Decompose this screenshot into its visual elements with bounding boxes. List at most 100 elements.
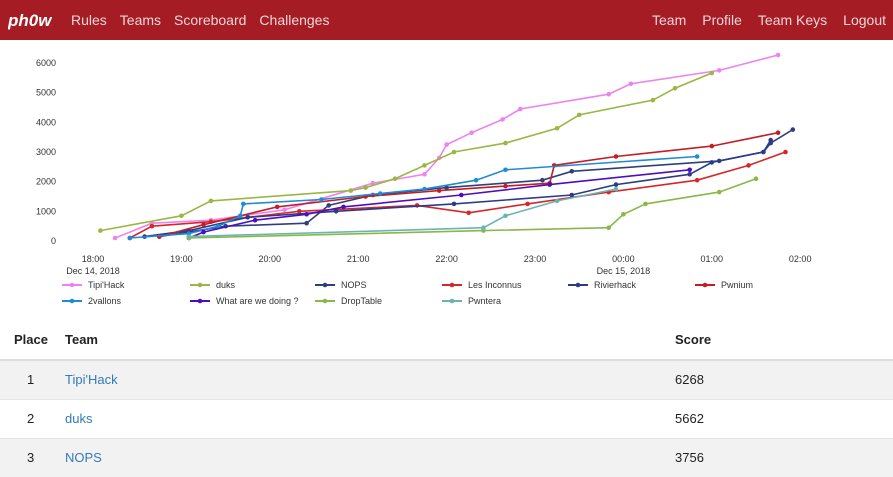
data-point[interactable]	[238, 213, 243, 219]
data-point[interactable]	[451, 201, 457, 207]
brand-logo[interactable]: ph0wn	[8, 9, 52, 31]
data-point[interactable]	[503, 140, 508, 146]
data-point[interactable]	[576, 112, 582, 118]
legend-item[interactable]: DropTable	[315, 296, 382, 306]
data-point[interactable]	[98, 228, 103, 233]
data-point[interactable]	[333, 209, 339, 214]
data-point[interactable]	[297, 209, 302, 214]
data-point[interactable]	[112, 235, 118, 241]
data-point[interactable]	[783, 149, 788, 155]
data-point[interactable]	[716, 189, 722, 195]
data-point[interactable]	[245, 215, 250, 220]
data-point[interactable]	[319, 197, 324, 202]
data-point[interactable]	[503, 183, 508, 189]
data-point[interactable]	[518, 106, 523, 112]
data-point[interactable]	[716, 68, 722, 73]
data-point[interactable]	[753, 176, 759, 181]
data-point[interactable]	[469, 130, 474, 135]
data-point[interactable]	[422, 163, 427, 168]
data-point[interactable]	[775, 52, 781, 58]
nav-team[interactable]: Team	[652, 12, 687, 28]
data-point[interactable]	[547, 182, 552, 187]
data-point[interactable]	[643, 201, 648, 207]
legend-item[interactable]: Les Inconnus	[442, 280, 522, 290]
legend-item[interactable]: duks	[190, 280, 236, 290]
data-point[interactable]	[554, 126, 560, 131]
data-point[interactable]	[650, 97, 656, 103]
data-point[interactable]	[628, 81, 634, 87]
data-point[interactable]	[282, 207, 287, 213]
data-point[interactable]	[709, 160, 715, 165]
data-point[interactable]	[444, 185, 449, 190]
data-point[interactable]	[422, 186, 427, 192]
data-point[interactable]	[363, 185, 368, 190]
legend-item[interactable]: What are we doing ?	[190, 296, 299, 306]
data-point[interactable]	[444, 142, 449, 147]
legend-item[interactable]: Tipi'Hack	[62, 280, 125, 290]
data-point[interactable]	[378, 191, 383, 196]
data-point[interactable]	[694, 154, 700, 159]
data-point[interactable]	[326, 203, 332, 208]
nav-teams[interactable]: Teams	[119, 12, 162, 28]
data-point[interactable]	[687, 172, 692, 177]
legend-item[interactable]: Pwntera	[442, 296, 501, 306]
data-point[interactable]	[525, 201, 530, 207]
data-point[interactable]	[473, 177, 479, 183]
data-point[interactable]	[201, 229, 206, 235]
data-point[interactable]	[503, 167, 508, 173]
data-point[interactable]	[790, 127, 796, 132]
nav-scoreboard[interactable]: Scoreboard	[174, 12, 247, 28]
data-point[interactable]	[186, 234, 192, 239]
legend-item[interactable]: Pwnium	[695, 280, 753, 290]
data-point[interactable]	[466, 210, 472, 216]
data-point[interactable]	[500, 117, 505, 122]
data-point[interactable]	[621, 212, 626, 217]
data-point[interactable]	[348, 188, 354, 193]
data-point[interactable]	[709, 143, 715, 149]
legend-item[interactable]: 2vallons	[62, 296, 122, 306]
data-point[interactable]	[341, 204, 346, 210]
data-point[interactable]	[422, 172, 427, 177]
data-point[interactable]	[208, 198, 214, 204]
data-point[interactable]	[775, 130, 781, 135]
legend-item[interactable]: Rivierhack	[568, 280, 637, 290]
data-point[interactable]	[761, 149, 766, 155]
nav-profile[interactable]: Profile	[702, 12, 742, 28]
data-point[interactable]	[436, 188, 442, 193]
row-team-link[interactable]: NOPS	[65, 450, 102, 466]
data-point[interactable]	[392, 176, 398, 181]
row-team-link[interactable]: Tipi'Hack	[65, 372, 118, 388]
data-point[interactable]	[613, 186, 619, 192]
data-point[interactable]	[304, 220, 309, 226]
data-point[interactable]	[304, 212, 309, 217]
data-point[interactable]	[179, 213, 184, 219]
data-point[interactable]	[503, 213, 508, 219]
data-point[interactable]	[606, 225, 611, 230]
data-point[interactable]	[481, 225, 486, 230]
nav-rules[interactable]: Rules	[71, 12, 107, 28]
data-point[interactable]	[694, 177, 700, 183]
data-point[interactable]	[451, 149, 457, 155]
data-point[interactable]	[241, 201, 246, 207]
data-point[interactable]	[569, 169, 575, 174]
nav-challenges[interactable]: Challenges	[259, 12, 330, 28]
nav-logout[interactable]: Logout	[843, 12, 886, 28]
data-point[interactable]	[613, 182, 619, 187]
data-point[interactable]	[746, 163, 751, 168]
data-point[interactable]	[215, 223, 221, 229]
data-point[interactable]	[149, 223, 155, 229]
data-point[interactable]	[201, 222, 206, 227]
data-point[interactable]	[459, 192, 464, 198]
row-team-link[interactable]: duks	[65, 411, 93, 426]
data-point[interactable]	[127, 235, 133, 241]
data-point[interactable]	[687, 167, 692, 173]
data-point[interactable]	[540, 177, 545, 183]
data-point[interactable]	[606, 91, 611, 97]
data-point[interactable]	[672, 85, 678, 91]
data-point[interactable]	[613, 154, 619, 159]
data-point[interactable]	[554, 198, 560, 204]
data-point[interactable]	[768, 137, 773, 143]
legend-item[interactable]: NOPS	[315, 280, 367, 290]
data-point[interactable]	[274, 204, 280, 210]
data-point[interactable]	[709, 70, 715, 76]
